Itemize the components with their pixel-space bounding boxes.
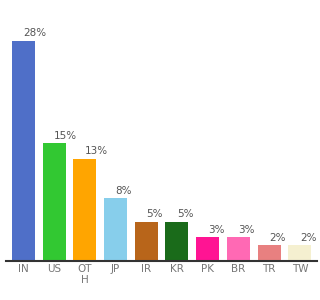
Bar: [43, 143, 66, 261]
Text: 2%: 2%: [300, 233, 316, 243]
Text: 3%: 3%: [208, 225, 224, 235]
Bar: [165, 222, 188, 261]
Bar: [73, 159, 96, 261]
Bar: [288, 245, 311, 261]
Text: 5%: 5%: [146, 209, 163, 219]
Bar: [12, 40, 35, 261]
Text: 13%: 13%: [85, 146, 108, 156]
Text: 28%: 28%: [23, 28, 46, 38]
Bar: [227, 237, 250, 261]
Bar: [196, 237, 219, 261]
Text: 5%: 5%: [177, 209, 194, 219]
Text: 15%: 15%: [54, 130, 77, 140]
Bar: [258, 245, 281, 261]
Bar: [135, 222, 158, 261]
Text: 3%: 3%: [238, 225, 255, 235]
Text: 2%: 2%: [269, 233, 286, 243]
Text: 8%: 8%: [116, 186, 132, 196]
Bar: [104, 198, 127, 261]
